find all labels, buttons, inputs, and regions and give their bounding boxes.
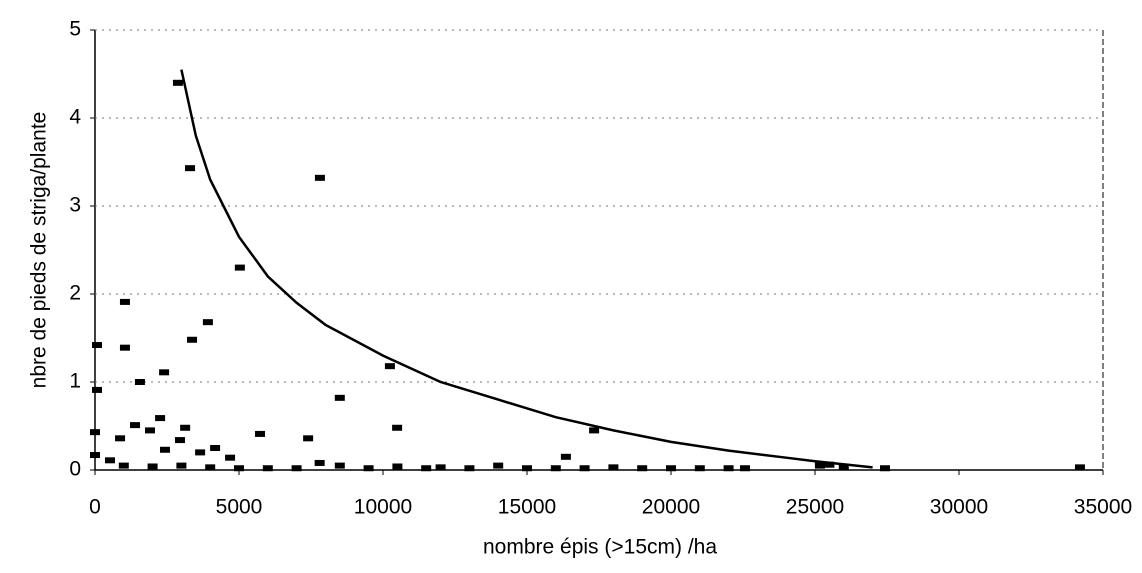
data-point [1074,464,1085,471]
data-point [334,394,345,401]
data-point [172,79,183,86]
data-point [723,465,734,472]
data-point [392,463,403,470]
data-point [384,363,395,370]
data-point [814,462,825,469]
data-point [493,462,504,469]
y-tick-label: 0 [69,458,81,481]
data-point [608,464,619,471]
data-point [824,461,835,468]
data-point [740,465,751,472]
data-point [90,429,100,436]
data-point [118,462,129,469]
data-point [92,342,103,349]
data-point [225,454,236,461]
data-point [134,379,145,385]
data-point [119,298,130,305]
data-point [130,422,141,429]
data-point [579,465,590,472]
data-point [464,465,475,472]
data-point [314,459,325,466]
x-tick-label: 20000 [642,496,700,519]
data-point [421,465,432,472]
fit-curve [180,69,873,469]
data-point [363,465,374,472]
data-point [314,174,325,181]
y-tick-label: 4 [69,106,81,129]
data-point [589,427,600,434]
y-tick-label: 1 [69,370,81,393]
data-point [879,465,890,472]
data-point [155,415,166,422]
data-point [159,446,170,453]
x-tick-label: 15000 [498,496,556,519]
x-tick-label: 25000 [786,496,844,519]
data-point [195,449,206,456]
data-point [115,435,126,442]
data-point [119,344,130,351]
data-point [174,437,185,444]
data-point [560,453,571,460]
data-point [255,430,266,437]
x-axis-label: nombre épis (>15cm) /ha [483,536,717,559]
data-point [637,465,648,472]
data-point [147,463,158,470]
data-point [92,386,103,393]
data-point [303,435,314,442]
data-point [522,465,532,472]
data-point [185,165,196,172]
data-point [176,462,187,469]
x-tick-label: 30000 [930,496,988,519]
data-point [262,465,273,472]
data-point [180,424,191,431]
data-point [145,427,156,434]
x-tick-label: 10000 [354,496,412,519]
data-point [694,465,705,472]
data-point [159,369,170,376]
x-tick-label: 35000 [1074,496,1132,519]
data-point [435,464,446,471]
data-point [205,464,216,471]
data-point [666,465,676,472]
data-point [104,457,115,464]
data-point [210,445,221,451]
x-tick-label: 5000 [216,496,263,519]
data-point [234,264,245,271]
y-tick-label: 3 [69,194,81,217]
data-point [234,465,244,472]
data-point [334,462,345,469]
data-point [187,336,198,343]
data-point [550,465,561,472]
data-point [392,424,403,431]
y-axis-label: nbre de pieds de striga/plante [28,112,51,389]
data-point [202,319,213,326]
y-tick-label: 2 [69,282,81,305]
data-point [838,463,849,470]
data-point [90,452,100,459]
data-point [291,465,302,472]
x-tick-label: 0 [89,496,101,519]
y-tick-label: 5 [69,18,81,41]
